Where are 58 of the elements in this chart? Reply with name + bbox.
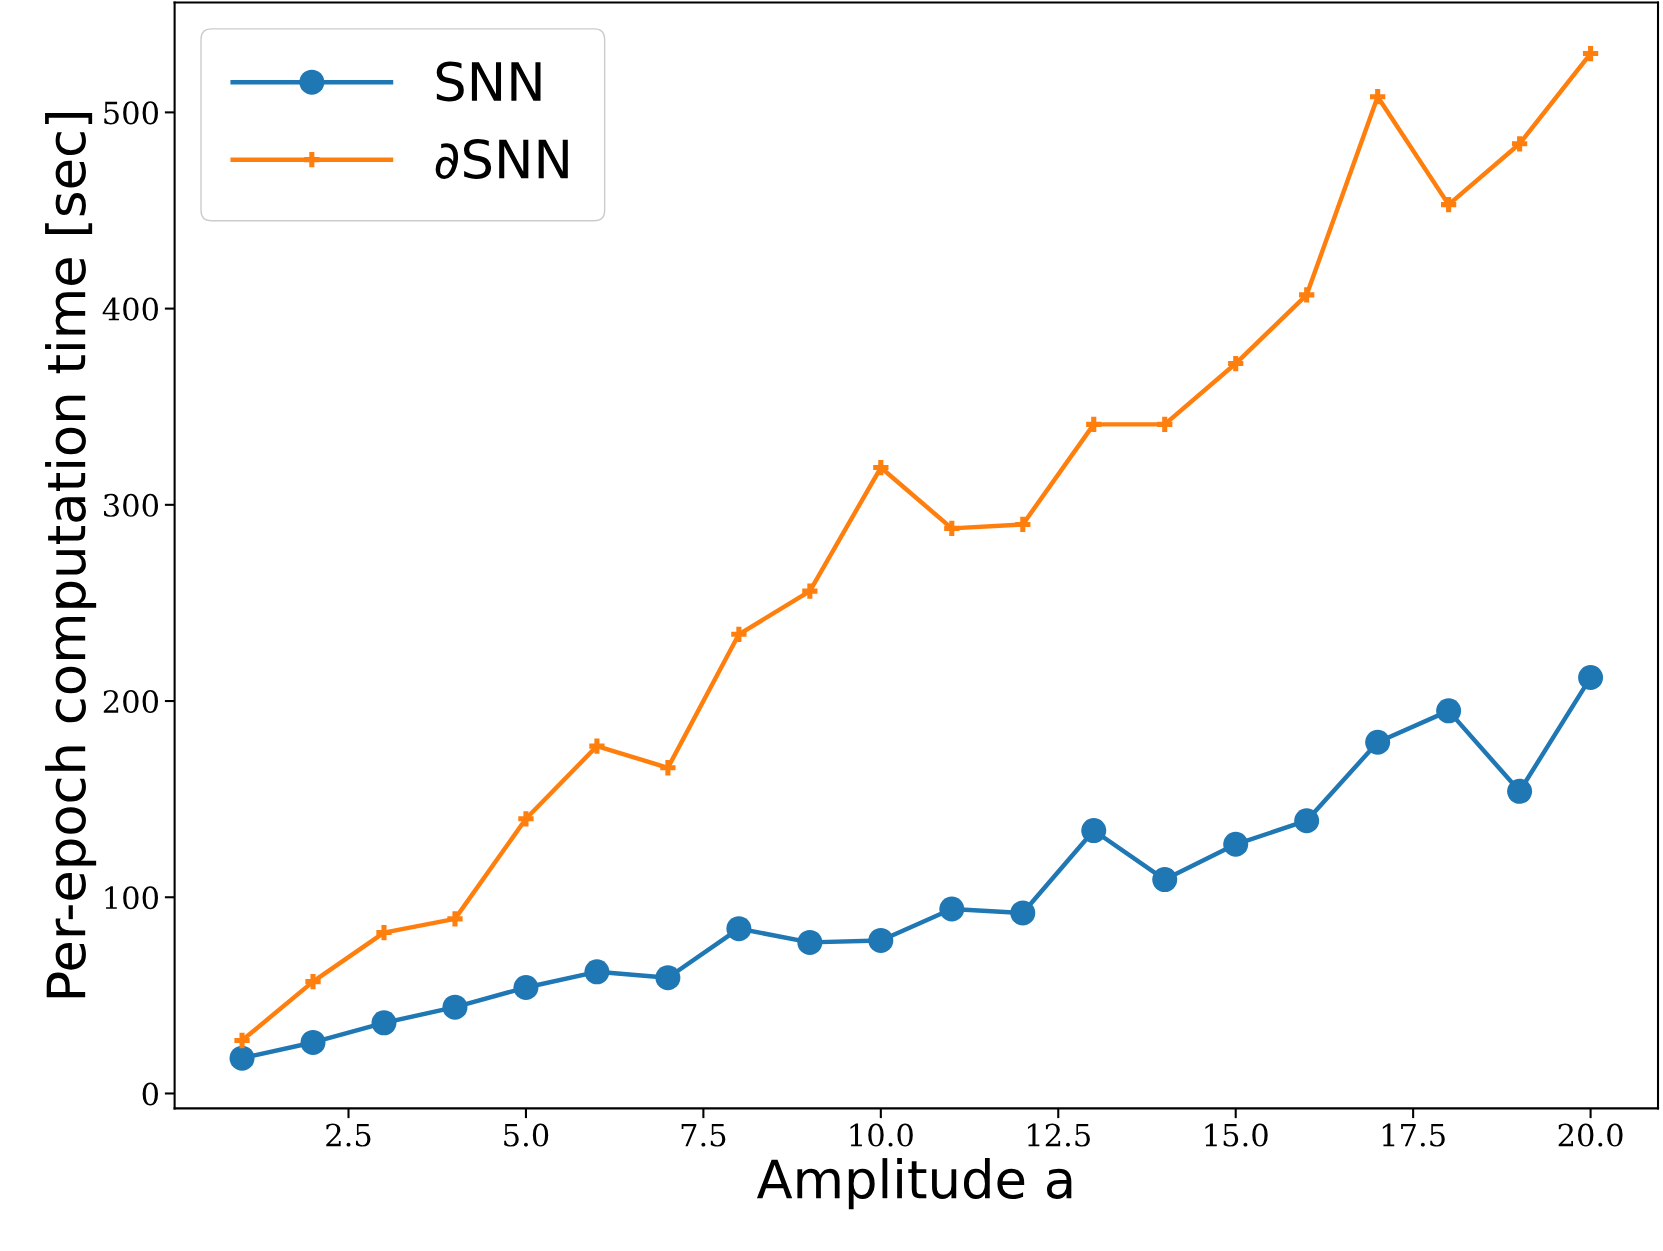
point [802, 583, 818, 599]
point [513, 975, 539, 1001]
point [1294, 808, 1320, 834]
y-tick-label: 400 [102, 297, 158, 321]
y-axis-title: Per-epoch computation time [sec] [45, 112, 97, 998]
y-tick-label: 0 [142, 1082, 158, 1106]
point [371, 1010, 397, 1036]
point [1223, 831, 1249, 857]
point [1365, 729, 1391, 755]
point [1081, 818, 1107, 844]
point [589, 738, 605, 754]
point [1010, 900, 1036, 926]
y-tick-label: 100 [105, 886, 158, 910]
x-tick-label: 2.5 [326, 1123, 371, 1147]
point [873, 459, 889, 476]
x-tick-label: 15.0 [1205, 1123, 1268, 1147]
point [1507, 778, 1533, 804]
y-tick-label: 200 [103, 689, 158, 714]
y-tick-label: 500 [104, 101, 158, 125]
point [442, 994, 468, 1020]
point [447, 911, 463, 927]
point [655, 965, 681, 991]
legend-label: SNN [436, 61, 541, 102]
y-tick-label: 300 [104, 493, 158, 517]
x-axis-title: Amplitude a [756, 1158, 1072, 1210]
point [1441, 196, 1457, 213]
point [660, 760, 676, 776]
legend-label: ∂SNN [435, 138, 568, 179]
point [1015, 516, 1031, 533]
point [1299, 287, 1315, 303]
point [1582, 45, 1599, 62]
x-tick-label: 17.5 [1382, 1123, 1445, 1147]
x-tick-label: 12.5 [1027, 1123, 1090, 1147]
point [584, 959, 610, 985]
point [868, 927, 894, 953]
point [1370, 89, 1386, 105]
point [939, 896, 965, 922]
point [300, 1029, 326, 1055]
point [305, 973, 321, 990]
point [1086, 416, 1102, 433]
point [376, 924, 392, 941]
point [518, 811, 534, 827]
x-tick-label: 20.0 [1558, 1123, 1623, 1147]
point [1228, 355, 1244, 372]
point [797, 929, 823, 955]
point [726, 916, 752, 942]
x-tick-label: 5.0 [504, 1123, 549, 1147]
x-tick-label: 10.0 [850, 1123, 913, 1147]
point [1436, 698, 1462, 724]
point [229, 1045, 255, 1071]
point [1511, 136, 1528, 152]
point [1152, 867, 1178, 893]
point [234, 1032, 250, 1049]
point [731, 626, 747, 642]
point [1157, 416, 1173, 433]
point [944, 520, 960, 536]
point [1578, 664, 1604, 690]
x-tick-label: 7.5 [681, 1123, 726, 1147]
